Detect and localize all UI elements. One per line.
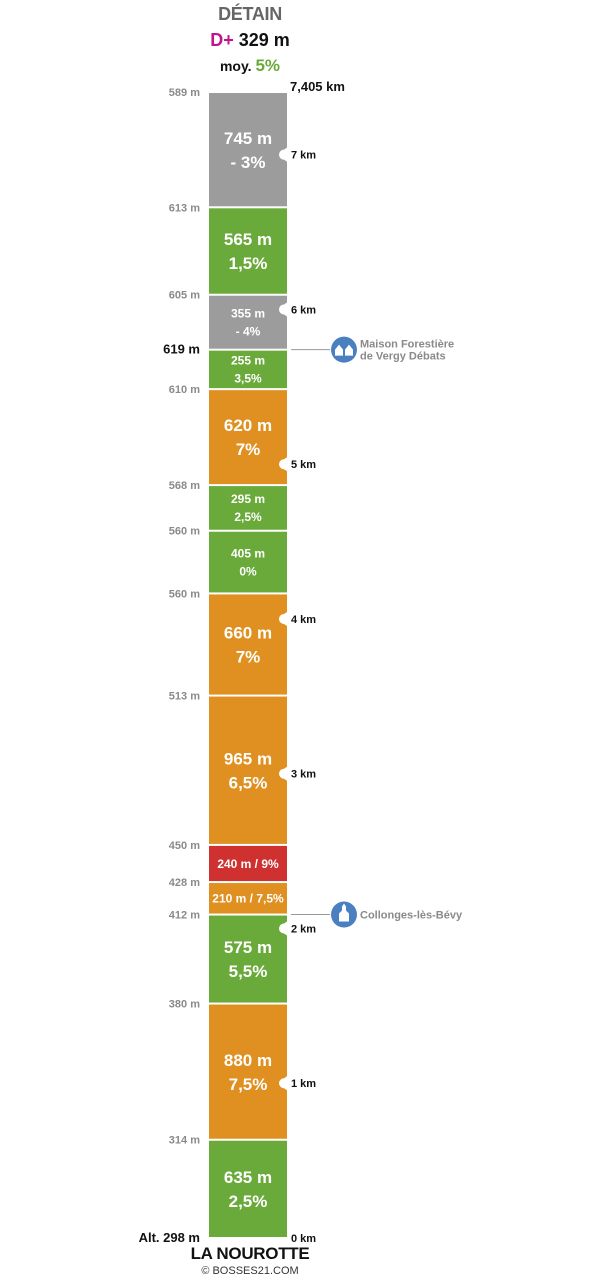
profile-segment — [209, 295, 287, 349]
segment-grade-label: 0% — [239, 564, 257, 578]
altitude-label: 428 m — [169, 877, 200, 889]
segment-grade-label: 7,5% — [229, 1075, 268, 1094]
altitude-label: 589 m — [169, 87, 200, 99]
segment-length-label: 575 m — [224, 938, 272, 957]
altitude-label: 613 m — [169, 202, 200, 214]
segment-length-label: 240 m / 9% — [217, 857, 279, 871]
segment-length-label: 965 m — [224, 749, 272, 768]
profile-segment — [209, 486, 287, 530]
segment-grade-label: 6,5% — [229, 773, 268, 792]
segment-grade-label: - 4% — [236, 325, 261, 339]
altitude-label: 412 m — [169, 910, 200, 922]
profile-segment — [209, 1004, 287, 1139]
elevation-gain-label: D+ — [210, 30, 234, 50]
altitude-label: Alt. 298 m — [139, 1230, 200, 1245]
altitude-label: 380 m — [169, 999, 200, 1011]
poi-marker — [331, 336, 357, 363]
altitude-label: 314 m — [169, 1135, 200, 1147]
segment-grade-label: 7% — [236, 648, 261, 667]
average-grade: moy. 5% — [0, 56, 500, 76]
poi-label: Collonges-lès-Bévy — [360, 910, 463, 922]
km-marker-label: 2 km — [291, 923, 316, 935]
segment-length-label: 355 m — [231, 307, 265, 321]
profile-segment — [209, 350, 287, 389]
profile-segment — [209, 696, 287, 844]
altitude-label: 560 m — [169, 588, 200, 600]
km-notch — [279, 302, 287, 317]
profile-segment — [209, 594, 287, 695]
altitude-label: 619 m — [163, 342, 200, 357]
altitude-label: 610 m — [169, 384, 200, 396]
segment-grade-label: 2,5% — [234, 510, 262, 524]
segment-length-label: 255 m — [231, 354, 265, 368]
house-icon — [335, 344, 353, 356]
altitude-label: 513 m — [169, 691, 200, 703]
km-marker-label: 3 km — [291, 769, 316, 781]
km-notch — [279, 921, 287, 936]
segment-length-label: 565 m — [224, 230, 272, 249]
average-grade-value: 5% — [255, 56, 281, 75]
segment-grade-label: 7% — [236, 440, 261, 459]
profile-segment — [209, 1140, 287, 1237]
segment-length-label: 620 m — [224, 416, 272, 435]
km-marker-label: 0 km — [291, 1233, 316, 1245]
profile-segment — [209, 845, 287, 882]
km-marker-label: 6 km — [291, 304, 316, 316]
profile-segment — [209, 915, 287, 1003]
segment-length-label: 880 m — [224, 1051, 272, 1070]
summit-name: DÉTAIN — [218, 4, 282, 24]
segment-grade-label: 1,5% — [229, 254, 268, 273]
poi-label: de Vergy Débats — [360, 351, 446, 363]
segment-length-label: 210 m / 7,5% — [212, 892, 284, 906]
km-marker-label: 4 km — [291, 614, 316, 626]
segment-grade-label: 5,5% — [229, 962, 268, 981]
segment-length-label: 295 m — [231, 492, 265, 506]
profile-segment — [209, 208, 287, 294]
elevation-gain: D+ 329 m — [0, 30, 500, 51]
segment-length-label: 405 m — [231, 546, 265, 560]
altitude-label: 605 m — [169, 290, 200, 302]
segment-grade-label: - 3% — [231, 153, 266, 172]
km-notch — [279, 766, 287, 781]
segment-grade-label: 3,5% — [234, 372, 262, 386]
elevation-gain-value: 329 m — [238, 30, 290, 50]
church-icon — [339, 903, 349, 922]
km-notch — [279, 457, 287, 472]
profile-segment — [209, 93, 287, 207]
total-distance-label: 7,405 km — [290, 79, 345, 94]
km-notch — [279, 611, 287, 626]
km-marker-label: 5 km — [291, 459, 316, 471]
segment-length-label: 745 m — [224, 129, 272, 148]
profile-segment — [209, 390, 287, 485]
segment-length-label: 660 m — [224, 624, 272, 643]
altitude-label: 560 m — [169, 526, 200, 538]
km-notch — [279, 1076, 287, 1091]
average-grade-label: moy. — [219, 58, 252, 74]
poi-label: Maison Forestière — [360, 339, 454, 351]
km-marker-label: 7 km — [291, 150, 316, 162]
km-notch — [279, 147, 287, 162]
altitude-label: 568 m — [169, 480, 200, 492]
segment-grade-label: 2,5% — [229, 1192, 268, 1211]
copyright: © BOSSES21.COM — [201, 1265, 299, 1277]
profile-segment — [209, 883, 287, 914]
profile-segment — [209, 531, 287, 593]
segment-length-label: 635 m — [224, 1168, 272, 1187]
km-marker-label: 1 km — [291, 1078, 316, 1090]
altitude-label: 450 m — [169, 840, 200, 852]
start-name: LA NOUROTTE — [190, 1244, 310, 1263]
